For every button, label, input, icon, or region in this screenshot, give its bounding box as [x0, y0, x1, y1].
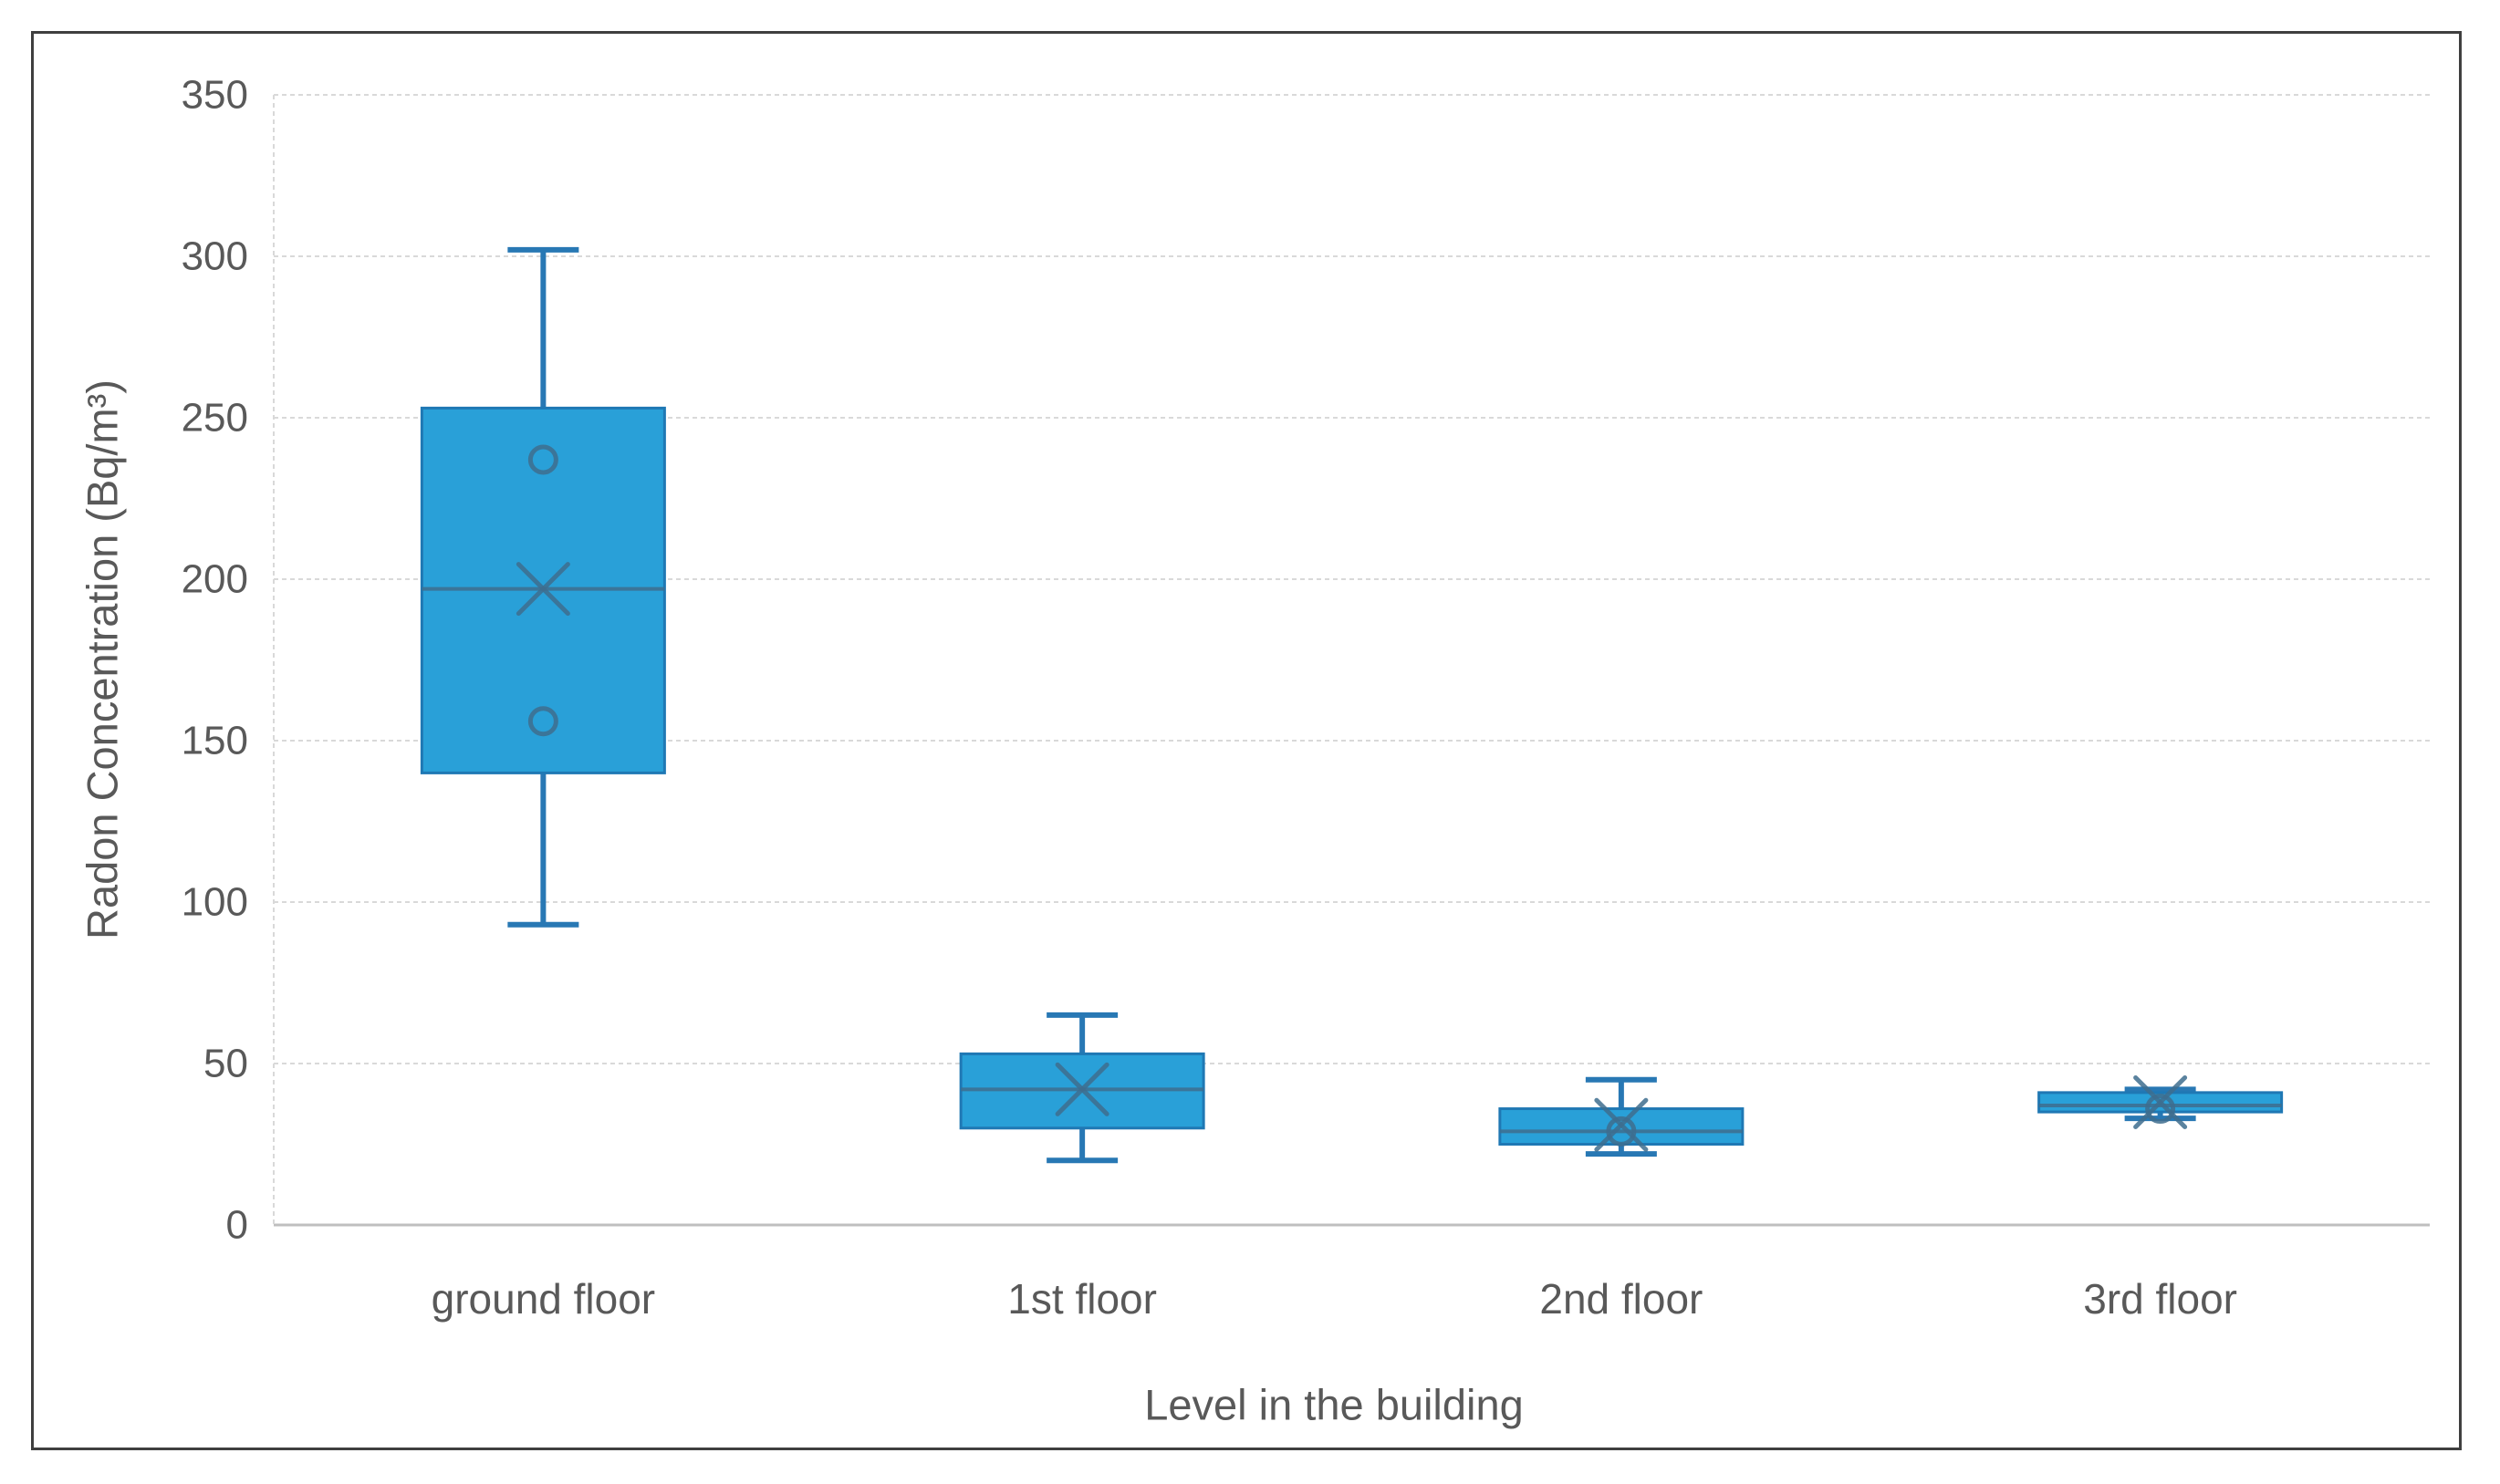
y-tick-label: 200 — [182, 557, 248, 602]
y-tick-label: 150 — [182, 719, 248, 763]
plot-area: 0 50 100 150 200 250 300 350 ground floor 1st flo… — [182, 73, 2430, 1323]
y-tick-label: 100 — [182, 880, 248, 925]
mean-marker — [1594, 1097, 1649, 1152]
x-category-label: 3rd floor — [2083, 1275, 2237, 1323]
inner-point-marker — [1606, 1116, 1637, 1147]
inner-point-marker — [527, 706, 558, 737]
inner-point-marker — [527, 444, 558, 475]
mean-marker — [2133, 1074, 2188, 1129]
y-tick-label: 350 — [182, 73, 248, 118]
y-tick-label: 0 — [226, 1203, 248, 1248]
y-axis-title: Radon Concentration (Bq/m³) — [78, 379, 127, 939]
x-axis-title: Level in the building — [1144, 1381, 1523, 1429]
mean-marker — [1055, 1062, 1109, 1116]
mean-marker — [516, 562, 570, 617]
y-tick-label: 50 — [203, 1042, 248, 1086]
x-category-label: 2nd floor — [1539, 1275, 1703, 1323]
x-category-label: 1st floor — [1007, 1275, 1157, 1323]
y-tick-label: 300 — [182, 234, 248, 279]
x-category-label: ground floor — [432, 1275, 656, 1323]
inner-point-marker — [2145, 1094, 2176, 1125]
y-tick-label: 250 — [182, 396, 248, 441]
box-2nd-floor — [1498, 1107, 1745, 1147]
